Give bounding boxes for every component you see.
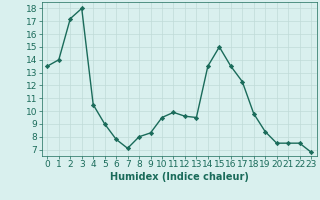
X-axis label: Humidex (Indice chaleur): Humidex (Indice chaleur) [110, 172, 249, 182]
